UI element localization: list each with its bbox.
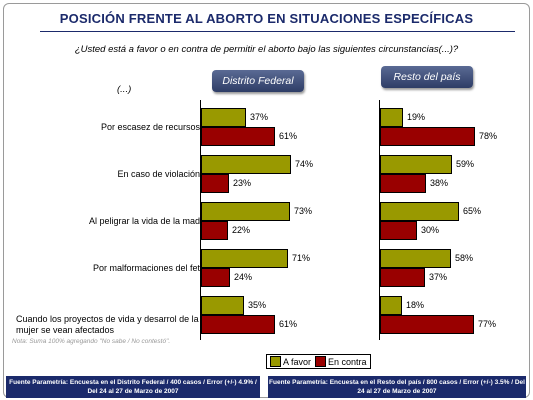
axis-line-panel-2 [379,100,380,340]
value-label-contra-panel-1-cat-5: 61% [279,319,298,329]
value-label-contra-panel-2-cat-5: 77% [478,319,497,329]
survey-question: ¿Usted está a favor o en contra de permi… [74,44,459,55]
bar-favor-panel-2-cat-2 [380,155,452,174]
bar-contra-panel-1-cat-1 [201,127,275,146]
bar-contra-panel-2-cat-1 [380,127,475,146]
panel-label-resto: Resto del país [381,66,473,88]
bar-contra-panel-2-cat-3 [380,221,417,240]
bar-favor-panel-2-cat-5 [380,296,402,315]
value-label-contra-panel-2-cat-3: 30% [421,225,440,235]
category-label-1: Por escasez de recursos [100,122,200,132]
bar-contra-panel-1-cat-4 [201,268,230,287]
bar-favor-panel-1-cat-3 [201,202,290,221]
chart-title: POSICIÓN FRENTE AL ABORTO EN SITUACIONES… [59,11,474,26]
legend-swatch-favor [270,356,281,367]
value-label-favor-panel-1-cat-4: 71% [292,253,311,263]
bar-favor-panel-1-cat-1 [201,108,246,127]
bar-favor-panel-1-cat-2 [201,155,291,174]
value-label-favor-panel-1-cat-1: 37% [250,112,269,122]
bar-favor-panel-1-cat-5 [201,296,244,315]
value-label-favor-panel-1-cat-3: 73% [294,206,313,216]
axis-line-panel-1 [200,100,201,340]
legend-label-favor: A favor [283,356,312,367]
value-label-contra-panel-1-cat-2: 23% [233,178,252,188]
value-label-contra-panel-2-cat-1: 78% [479,131,498,141]
value-label-contra-panel-2-cat-2: 38% [430,178,449,188]
legend-label-contra: En contra [328,356,367,367]
category-label-2: En caso de violación [117,169,200,179]
bar-favor-panel-2-cat-1 [380,108,403,127]
bar-favor-panel-2-cat-4 [380,249,451,268]
value-label-favor-panel-2-cat-5: 18% [406,300,425,310]
bar-contra-panel-2-cat-4 [380,268,425,287]
panel-label-df: Distrito Federal [212,70,304,92]
bar-contra-panel-1-cat-2 [201,174,229,193]
value-label-favor-panel-1-cat-2: 74% [295,159,314,169]
bar-favor-panel-2-cat-3 [380,202,459,221]
value-label-favor-panel-2-cat-3: 65% [463,206,482,216]
value-label-contra-panel-2-cat-4: 37% [429,272,448,282]
bar-contra-panel-1-cat-3 [201,221,228,240]
value-label-favor-panel-2-cat-4: 58% [455,253,474,263]
category-label-4: Por malformaciones del fet [92,263,200,273]
chart-note: Nota: Suma 100% agregando "No sabe / No … [12,338,171,345]
category-label-3: Al peligrar la vida de la mad [88,216,200,226]
category-label-5: Cuando los proyectos de vida y desarrol … [16,314,199,335]
legend-swatch-contra [315,356,327,367]
bar-contra-panel-2-cat-5 [380,315,474,334]
value-label-favor-panel-2-cat-1: 19% [407,112,426,122]
value-label-contra-panel-1-cat-4: 24% [234,272,253,282]
bar-contra-panel-1-cat-5 [201,315,275,334]
source-resto: Fuente Parametría: Encuesta en el Resto … [268,376,526,398]
source-df: Fuente Parametría: Encuesta en el Distri… [6,376,260,398]
bar-favor-panel-1-cat-4 [201,249,288,268]
value-label-contra-panel-1-cat-3: 22% [232,225,251,235]
chart-legend: A favor En contra [266,354,371,369]
bar-contra-panel-2-cat-2 [380,174,426,193]
value-label-favor-panel-1-cat-5: 35% [248,300,267,310]
value-label-contra-panel-1-cat-1: 61% [279,131,298,141]
title-underline [40,31,515,32]
question-ellipsis: (...) [117,84,132,95]
value-label-favor-panel-2-cat-2: 59% [456,159,475,169]
